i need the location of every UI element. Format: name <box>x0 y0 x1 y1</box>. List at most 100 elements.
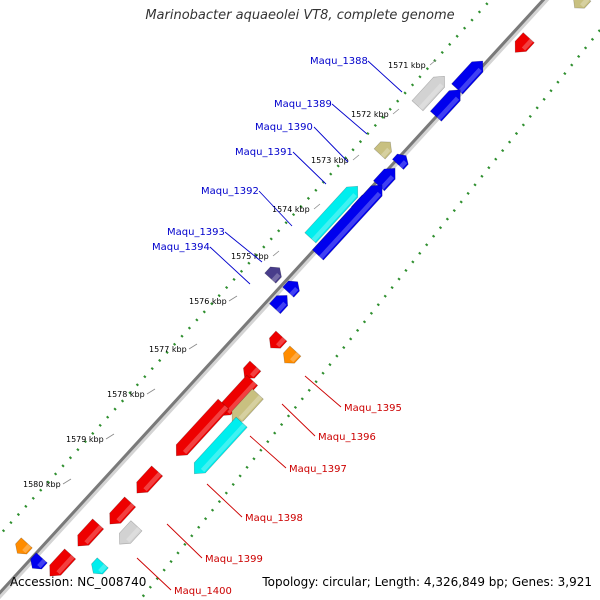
gene-arrow-maqu-1399 <box>109 496 137 525</box>
gene-arrow-left-edge-b-highlight <box>98 563 108 574</box>
gene-block-right-track <box>573 0 592 9</box>
dotted-track-inner <box>139 29 600 600</box>
gene-arrow-maqu-1388 <box>451 60 484 95</box>
gene-arrow-maqu-1394-b-highlight <box>276 301 287 313</box>
gene-arrow-maqu-1393-highlight <box>319 191 382 260</box>
gene-arrow-maqu-1398-b <box>193 416 248 475</box>
gene-arrow-right-track-highlight <box>521 38 534 51</box>
kbp-tick-label: 1575 kbp <box>231 252 269 261</box>
dotted-track-outer <box>0 0 493 537</box>
gene-label-reverse: Maqu_1400 <box>174 586 232 597</box>
gene-arrow-maqu-1400-b-highlight <box>56 555 75 575</box>
gene-leader-line-forward <box>292 151 327 185</box>
gene-arrow-maqu-1399-a-highlight <box>143 472 162 492</box>
gene-arrow-maqu-1388-highlight <box>458 67 482 94</box>
kbp-tick-mark <box>392 108 400 115</box>
kbp-tick-label: 1572 kbp <box>351 110 389 119</box>
gene-block-left-edge <box>15 537 33 555</box>
gene-arrow-maqu-1394-highlight <box>289 287 299 297</box>
gene-label-forward: Maqu_1391 <box>235 147 293 158</box>
gene-arrow-left-edge-highlight <box>37 558 47 569</box>
gene-block-maqu-1393 <box>264 266 282 284</box>
kbp-tick-label: 1576 kbp <box>189 297 227 306</box>
gene-block-maqu-1390-highlight <box>380 147 391 158</box>
gene-arrow-left-edge <box>30 552 48 570</box>
gene-leader-line-reverse <box>281 403 316 437</box>
map-title: Marinobacter aquaeolei VT8, complete gen… <box>145 8 455 23</box>
gene-block-maqu-1400-highlight <box>126 526 141 543</box>
gene-block-left-edge-highlight <box>22 543 32 554</box>
gene-arrow-maqu-1399-a <box>136 465 164 494</box>
gene-leader-line-forward <box>331 103 368 135</box>
gene-label-forward: Maqu_1394 <box>152 242 210 253</box>
kbp-tick-label: 1578 kbp <box>107 390 145 399</box>
kbp-tick-mark <box>272 250 280 257</box>
gene-arrow-left-edge-b <box>91 557 109 575</box>
gene-arrow-maqu-1397-highlight <box>226 381 257 414</box>
gene-block-maqu-1393-highlight <box>271 273 281 283</box>
gene-block-maqu-1397 <box>231 388 264 423</box>
gene-arrow-maqu-1387 <box>429 89 461 122</box>
gene-label-forward: Maqu_1390 <box>255 122 313 133</box>
gene-arrow-maqu-1392 <box>304 185 359 244</box>
gene-arrow-maqu-1391-highlight <box>380 175 395 190</box>
kbp-tick-mark <box>62 478 72 485</box>
gene-arrow-maqu-1394 <box>282 280 300 298</box>
gene-leader-line-forward <box>367 60 403 93</box>
gene-block-maqu-1397-highlight <box>238 395 263 421</box>
gene-arrow-maqu-1400-highlight <box>84 525 103 545</box>
accession-label: Accession: NC_008740 <box>10 575 147 589</box>
gene-label-forward: Maqu_1392 <box>201 186 259 197</box>
gene-leader-line-reverse <box>206 483 243 518</box>
kbp-tick-mark <box>313 203 321 210</box>
gene-block-maqu-1390 <box>373 141 392 160</box>
gene-arrow-maqu-1398-b-highlight <box>200 423 247 472</box>
gene-arrow-maqu-1394-b <box>268 295 289 315</box>
gene-block-maqu-1395 <box>283 345 302 364</box>
gene-label-reverse: Maqu_1397 <box>289 464 347 475</box>
gene-leader-line-forward <box>224 231 263 263</box>
gene-arrow-maqu-1395-highlight <box>276 337 286 348</box>
gene-label-forward: Maqu_1389 <box>274 99 332 110</box>
gene-arrow-maqu-1391 <box>372 167 396 192</box>
gene-block-maqu-1400 <box>119 520 143 545</box>
kbp-tick-mark <box>352 154 360 161</box>
kbp-tick-label: 1579 kbp <box>66 435 104 444</box>
kbp-tick-mark <box>146 388 156 395</box>
gene-leader-line-reverse <box>136 557 172 591</box>
gene-label-reverse: Maqu_1396 <box>318 432 376 443</box>
gene-leader-line-reverse <box>304 375 342 408</box>
kbp-tick-label: 1577 kbp <box>149 345 187 354</box>
genome-summary-label: Topology: circular; Length: 4,326,849 bp… <box>262 575 592 589</box>
gene-leader-line-reverse <box>249 435 287 469</box>
kbp-tick-mark <box>105 433 115 440</box>
gene-label-reverse: Maqu_1399 <box>205 554 263 565</box>
kbp-tick-label: 1574 kbp <box>272 205 310 214</box>
gene-leader-line-forward <box>313 126 349 163</box>
gene-block-maqu-1388-highlight <box>418 83 444 110</box>
kbp-tick-label: 1571 kbp <box>388 61 426 70</box>
gene-block-maqu-1388 <box>411 75 445 112</box>
gene-arrow-maqu-1390 <box>391 153 409 170</box>
gene-arrow-maqu-1398-highlight <box>182 405 229 454</box>
gene-label-reverse: Maqu_1398 <box>245 513 303 524</box>
gene-arrow-maqu-1393 <box>311 184 383 261</box>
gene-arrow-maqu-1396-highlight <box>250 367 260 378</box>
gene-arrow-maqu-1399-highlight <box>116 503 135 523</box>
kbp-tick-mark <box>188 343 198 350</box>
kbp-tick-mark <box>228 295 238 302</box>
gene-arrow-maqu-1387-highlight <box>436 96 460 121</box>
gene-arrow-maqu-1398 <box>175 398 230 457</box>
gene-label-forward: Maqu_1388 <box>310 56 368 67</box>
kbp-tick-label: 1580 kbp <box>23 480 61 489</box>
gene-leader-line-reverse <box>166 523 203 559</box>
gene-arrow-maqu-1400-b <box>49 548 77 577</box>
gene-leader-line-forward <box>258 190 293 227</box>
gene-arrow-maqu-1400 <box>77 518 105 547</box>
kbp-tick-mark <box>429 59 437 66</box>
gene-block-maqu-1395-highlight <box>290 352 300 363</box>
gene-label-reverse: Maqu_1395 <box>344 403 402 414</box>
gene-label-forward: Maqu_1393 <box>167 227 225 238</box>
gene-arrow-maqu-1396 <box>243 360 262 379</box>
gene-arrow-maqu-1392-highlight <box>311 193 357 242</box>
